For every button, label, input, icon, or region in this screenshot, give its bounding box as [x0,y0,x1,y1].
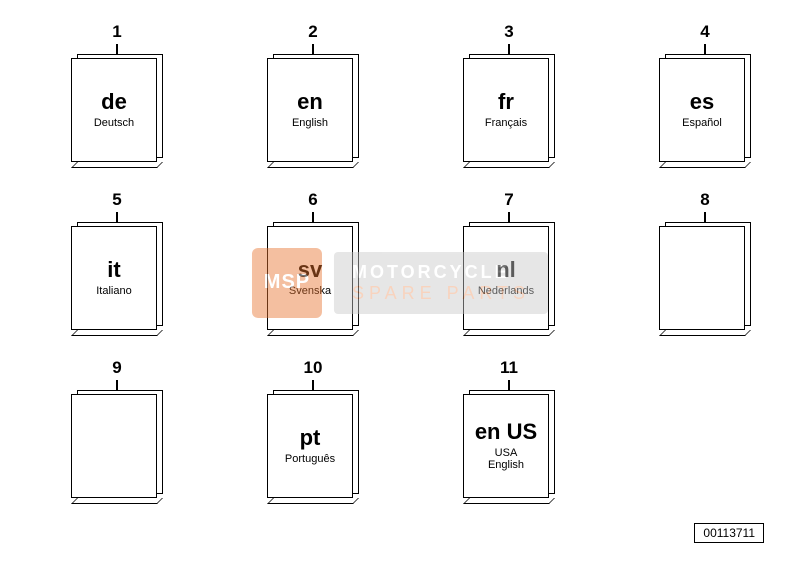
book-ledge [463,498,555,504]
book-front-page [659,226,745,330]
language-cell-5: 5 it Italiano [62,190,172,330]
part-number-box: 00113711 [694,523,764,543]
diagram-grid: 1 de Deutsch 2 en English 3 fr Français 4 es Españo… [0,0,800,565]
language-cell-11: 11 en US USA English [454,358,564,498]
language-name: English [292,117,328,129]
cell-number: 8 [650,190,760,210]
book-front-page: de Deutsch [71,58,157,162]
language-cell-1: 1 de Deutsch [62,22,172,162]
book-ledge [659,330,751,336]
language-cell-3: 3 fr Français [454,22,564,162]
book-front-page: it Italiano [71,226,157,330]
language-cell-4: 4 es Español [650,22,760,162]
book-icon [659,226,751,330]
cell-number: 10 [258,358,368,378]
language-cell-7: 7 nl Nederlands [454,190,564,330]
cell-number: 3 [454,22,564,42]
language-name: USA English [488,447,524,471]
book-ledge [71,330,163,336]
language-cell-10: 10 pt Português [258,358,368,498]
cell-number: 2 [258,22,368,42]
cell-number: 5 [62,190,172,210]
language-code: it [107,259,120,281]
book-ledge [71,498,163,504]
book-icon: pt Português [267,394,359,498]
cell-number: 4 [650,22,760,42]
book-icon: fr Français [463,58,555,162]
language-code: en US [475,421,537,443]
language-code: nl [496,259,516,281]
book-ledge [463,330,555,336]
book-icon: es Español [659,58,751,162]
book-icon [71,394,163,498]
language-name: Svenska [289,285,331,297]
book-front-page: en English [267,58,353,162]
cell-number: 6 [258,190,368,210]
language-cell-6: 6 sv Svenska [258,190,368,330]
book-front-page: pt Português [267,394,353,498]
cell-number: 9 [62,358,172,378]
book-icon: de Deutsch [71,58,163,162]
language-name: Español [682,117,722,129]
book-icon: it Italiano [71,226,163,330]
book-ledge [659,162,751,168]
book-ledge [267,330,359,336]
language-code: fr [498,91,514,113]
language-code: de [101,91,127,113]
book-ledge [267,498,359,504]
cell-number: 11 [454,358,564,378]
language-code: es [690,91,714,113]
book-icon: nl Nederlands [463,226,555,330]
language-cell-2: 2 en English [258,22,368,162]
language-name: Deutsch [94,117,134,129]
book-icon: sv Svenska [267,226,359,330]
cell-number: 1 [62,22,172,42]
book-front-page: es Español [659,58,745,162]
language-name: Português [285,453,335,465]
book-icon: en US USA English [463,394,555,498]
language-code: sv [298,259,322,281]
language-code: pt [300,427,321,449]
language-cell-8: 8 [650,190,760,330]
language-cell-9: 9 [62,358,172,498]
language-name: Italiano [96,285,131,297]
language-code: en [297,91,323,113]
book-ledge [267,162,359,168]
book-front-page: nl Nederlands [463,226,549,330]
book-front-page: fr Français [463,58,549,162]
book-front-page: en US USA English [463,394,549,498]
book-ledge [463,162,555,168]
language-name: Français [485,117,527,129]
book-ledge [71,162,163,168]
language-name: Nederlands [478,285,534,297]
book-front-page: sv Svenska [267,226,353,330]
book-front-page [71,394,157,498]
book-icon: en English [267,58,359,162]
cell-number: 7 [454,190,564,210]
